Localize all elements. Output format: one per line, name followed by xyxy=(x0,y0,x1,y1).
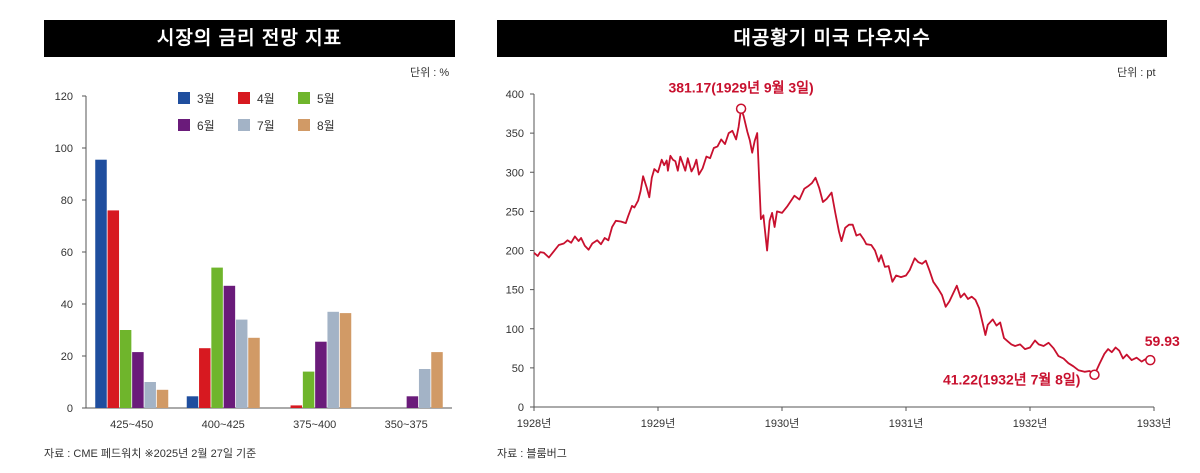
dow-index-source: 자료 : 블룸버그 xyxy=(497,448,567,460)
rate-outlook-panel: 시장의 금리 전망 지표 단위 : % 0 20 40 60 80 100 120 425~4… xyxy=(0,0,470,473)
bar xyxy=(431,352,443,408)
y-tick-label: 100 xyxy=(506,324,524,336)
rate-outlook-title: 시장의 금리 전망 지표 xyxy=(44,20,455,57)
y-tick-label: 60 xyxy=(61,247,73,259)
bar xyxy=(211,267,223,408)
annotation-marker xyxy=(1145,354,1156,366)
legend-swatch xyxy=(298,92,310,104)
y-tick-label: 200 xyxy=(506,246,524,258)
bar xyxy=(186,396,199,408)
y-tick-label: 300 xyxy=(506,167,524,179)
legend-label: 8월 xyxy=(317,119,335,133)
legend-label: 7월 xyxy=(257,119,275,133)
legend-swatch xyxy=(178,119,190,131)
y-tick-label: 250 xyxy=(506,206,524,218)
x-tick-label: 1931년 xyxy=(889,417,924,430)
bar xyxy=(290,405,303,408)
legend-label: 3월 xyxy=(197,92,215,106)
legend-swatch xyxy=(298,119,310,131)
y-tick-label: 40 xyxy=(61,299,73,311)
y-tick-label: 150 xyxy=(506,285,524,297)
y-tick-label: 400 xyxy=(506,89,524,101)
y-tick-label: 20 xyxy=(61,351,73,363)
bar xyxy=(235,319,248,408)
legend-label: 4월 xyxy=(257,92,275,106)
bar xyxy=(156,389,169,408)
y-tick-label: 120 xyxy=(55,91,73,103)
y-tick-label: 50 xyxy=(512,363,524,375)
x-tick-label: 1932년 xyxy=(1013,417,1048,430)
legend-label: 5월 xyxy=(317,92,335,106)
legend-label: 6월 xyxy=(197,119,215,133)
bar xyxy=(315,341,327,408)
y-tick-label: 0 xyxy=(67,403,73,415)
annotation-marker xyxy=(1089,369,1100,380)
x-tick-label: 350~375 xyxy=(385,419,428,431)
x-tick-label: 400~425 xyxy=(202,419,245,431)
x-tick-label: 1928년 xyxy=(517,417,552,430)
dow-index-line-chart: 0 50 100 150 200 250 300 350 400 1928년 1929년 1930년 1… xyxy=(506,80,1180,430)
annotation-marker xyxy=(735,103,747,114)
bar xyxy=(107,210,120,408)
x-tick-label: 425~450 xyxy=(110,419,153,431)
bar xyxy=(144,382,156,408)
rate-outlook-bar-chart: 0 20 40 60 80 100 120 425~450 400~425 375~400 350~… xyxy=(55,91,452,431)
bar xyxy=(339,313,352,408)
bar xyxy=(406,396,419,408)
annotation-label: 381.17(1929년 9월 3일) xyxy=(668,80,813,96)
annotation-label: 59.93 xyxy=(1145,333,1180,349)
bar xyxy=(119,330,132,408)
annotation-label: 41.22(1932년 7월 8일) xyxy=(943,372,1081,388)
bar xyxy=(327,311,339,408)
dow-series-line xyxy=(533,107,1151,376)
y-tick-label: 0 xyxy=(518,402,524,414)
bar xyxy=(223,285,236,408)
y-tick-label: 80 xyxy=(61,195,73,207)
dow-index-unit: 단위 : pt xyxy=(1117,67,1156,79)
legend-swatch xyxy=(238,119,250,131)
bar xyxy=(302,371,315,408)
bar xyxy=(248,337,260,408)
legend-swatch xyxy=(178,92,190,104)
x-tick-label: 1930년 xyxy=(765,417,800,430)
legend-swatch xyxy=(238,92,250,104)
bar xyxy=(418,369,431,408)
bar xyxy=(199,348,211,408)
bar xyxy=(95,159,107,408)
dow-index-title: 대공황기 미국 다우지수 xyxy=(497,20,1167,57)
y-tick-label: 350 xyxy=(506,128,524,140)
x-tick-label: 375~400 xyxy=(293,419,336,431)
dow-index-panel: 대공황기 미국 다우지수 단위 : pt 0 50 100 150 200 250 300 3… xyxy=(490,0,1200,473)
bar xyxy=(132,352,144,408)
x-tick-label: 1933년 xyxy=(1137,417,1172,430)
y-tick-label: 100 xyxy=(55,143,73,155)
rate-outlook-unit: 단위 : % xyxy=(410,67,450,79)
x-tick-label: 1929년 xyxy=(641,417,676,430)
rate-outlook-source: 자료 : CME 페드워치 ※2025년 2월 27일 기준 xyxy=(44,448,257,460)
